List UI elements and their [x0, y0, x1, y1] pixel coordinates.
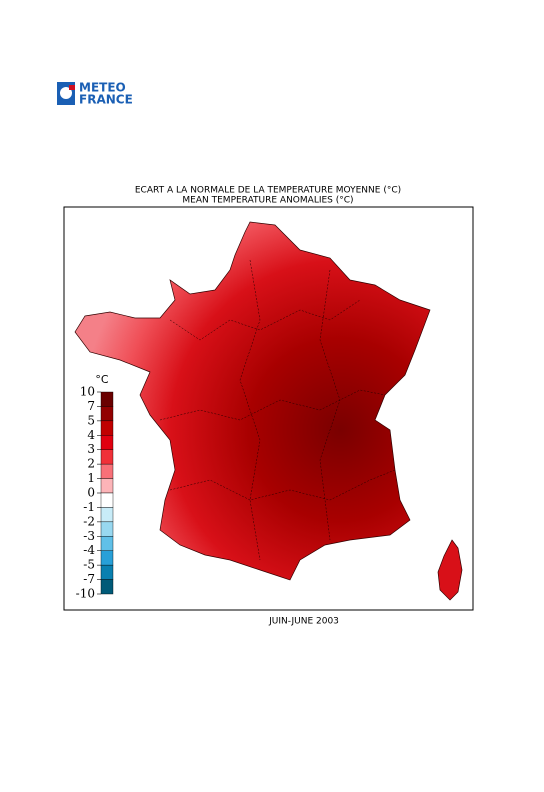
- logo-text: FRANCE: [79, 93, 133, 107]
- legend-title: °C: [95, 373, 109, 386]
- legend-tick-label: 1: [87, 471, 95, 485]
- corsica: [437, 539, 463, 601]
- map-frame: [63, 206, 474, 611]
- legend-swatch: [100, 492, 114, 508]
- legend-swatch: [100, 391, 114, 407]
- legend-tick-label: 10: [80, 385, 95, 399]
- legend-tick-label: -3: [83, 529, 95, 543]
- legend-swatch: [100, 435, 114, 450]
- legend-swatch: [100, 536, 114, 551]
- logo-flag: [69, 85, 75, 90]
- legend-tick-label: 5: [87, 413, 95, 427]
- legend-tick-label: 2: [87, 457, 95, 471]
- legend-swatch: [100, 406, 114, 422]
- legend-swatch: [100, 420, 114, 436]
- legend-swatch: [100, 478, 114, 494]
- region-borders: [159, 259, 396, 561]
- legend-tick-label: -5: [83, 558, 95, 572]
- logo: METEO FRANCE: [57, 81, 133, 107]
- legend-tick-label: 0: [87, 486, 95, 500]
- france-outline: [74, 221, 431, 581]
- legend-tick-label: -2: [83, 514, 95, 528]
- legend-tick-label: -1: [83, 500, 95, 514]
- logo-text: METEO: [79, 81, 126, 95]
- legend-swatch: [100, 550, 114, 566]
- legend-swatch: [100, 564, 114, 580]
- map-caption: JUIN-JUNE 2003: [268, 617, 339, 627]
- legend-tick-label: 7: [87, 399, 95, 413]
- legend-swatch: [100, 579, 114, 595]
- legend-swatch: [100, 449, 114, 465]
- legend-tick-label: -10: [76, 587, 95, 601]
- legend-swatch: [100, 507, 114, 523]
- legend-tick-label: 4: [87, 428, 95, 442]
- map-title: ECART A LA NORMALE DE LA TEMPERATURE MOY…: [135, 186, 401, 196]
- map-subtitle: MEAN TEMPERATURE ANOMALIES (°C): [182, 196, 353, 206]
- legend-swatch: [100, 521, 114, 537]
- legend-swatch: [100, 463, 114, 479]
- legend-tick-label: -7: [83, 572, 95, 586]
- legend-tick-label: 3: [87, 442, 95, 456]
- legend-tick-label: -4: [83, 543, 95, 557]
